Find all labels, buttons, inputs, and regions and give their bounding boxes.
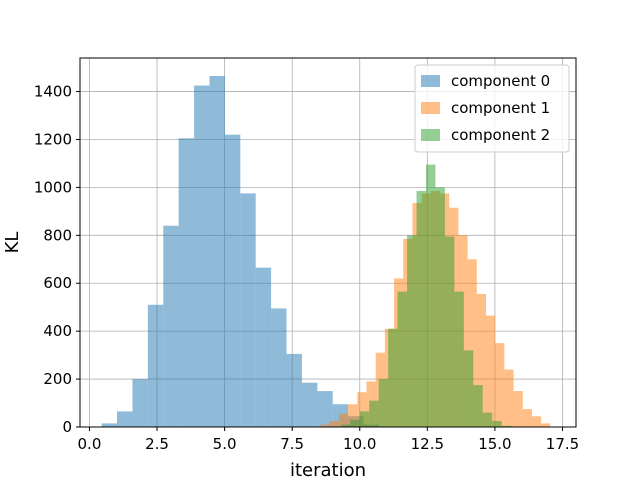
x-tick-label: 5.0 (213, 435, 237, 453)
histogram-bar (369, 400, 379, 427)
y-tick-label: 1000 (34, 178, 72, 196)
legend-swatch (421, 75, 440, 87)
legend: component 0 component 1 component 2 (414, 64, 570, 153)
histogram-bar (504, 369, 514, 427)
series-2-bars (340, 164, 512, 427)
y-tick-label: 1200 (34, 130, 72, 148)
y-tick-label: 400 (43, 322, 72, 340)
histogram-bar (117, 411, 133, 427)
histogram-bar (531, 416, 542, 427)
histogram-bar (495, 343, 505, 427)
histogram-bar (340, 424, 351, 427)
histogram-bar (350, 419, 360, 427)
histogram-bar (132, 379, 148, 427)
histogram-bar (407, 235, 417, 427)
histogram-bar (255, 267, 272, 427)
y-tick-label: 600 (43, 274, 72, 292)
histogram-bar (320, 424, 330, 427)
histogram-bar (397, 291, 408, 427)
histogram-bar (224, 134, 241, 427)
histogram-bar (209, 75, 225, 428)
histogram-bar (147, 304, 164, 427)
y-axis-ticks: 0 200 400 600 800 1000 1200 1400 (34, 83, 80, 436)
histogram-bar (271, 308, 287, 427)
histogram-bar (473, 385, 483, 427)
histogram-bar (359, 411, 370, 427)
y-tick-label: 1400 (34, 83, 72, 101)
y-tick-label: 200 (43, 370, 72, 388)
histogram-bar (301, 382, 318, 427)
histogram-bar (317, 391, 333, 427)
histogram-bar (425, 164, 436, 427)
legend-swatch (421, 129, 440, 141)
histogram-bar (194, 85, 210, 428)
x-axis-label: iteration (290, 460, 366, 480)
x-tick-label: 17.5 (546, 435, 579, 453)
x-axis-ticks: 0.0 2.5 5.0 7.5 10.0 12.5 15.0 17.5 (78, 427, 579, 453)
x-tick-label: 2.5 (145, 435, 169, 453)
histogram-bar (435, 187, 445, 427)
y-axis-label: KL (2, 232, 23, 254)
histogram-bar (522, 409, 532, 427)
legend-label: component 2 (451, 126, 550, 144)
histogram-bar (329, 421, 339, 427)
histogram-bar (348, 404, 358, 427)
histogram-bars (101, 75, 551, 428)
histogram-bar (444, 236, 455, 427)
series-0-bars (101, 75, 379, 428)
histogram-bar (357, 392, 367, 427)
histogram-bar (501, 425, 512, 427)
histogram-bar (467, 259, 477, 427)
histogram-bar (178, 138, 195, 428)
histogram-bar (286, 353, 302, 427)
legend-box (414, 64, 570, 153)
x-tick-label: 12.5 (411, 435, 444, 453)
histogram-bar (454, 291, 464, 427)
histogram-bar (378, 379, 389, 427)
plot-frame (79, 57, 577, 428)
histogram-bar (101, 423, 118, 427)
legend-label: component 0 (451, 72, 550, 90)
y-tick-label: 0 (62, 418, 72, 436)
x-tick-label: 0.0 (78, 435, 102, 453)
legend-label: component 1 (451, 99, 550, 117)
histogram-bar (541, 423, 551, 427)
histogram-bar (388, 328, 398, 427)
y-tick-label: 800 (43, 226, 72, 244)
histogram-bar (416, 190, 426, 427)
histogram-bar (492, 421, 502, 427)
x-tick-label: 7.5 (280, 435, 304, 453)
legend-swatch (421, 102, 440, 114)
x-tick-label: 15.0 (478, 435, 511, 453)
histogram-bar (240, 193, 256, 427)
histogram-bar (485, 315, 496, 427)
histogram-bar (463, 350, 474, 427)
histogram-bar (513, 391, 523, 427)
histogram-bar (482, 412, 493, 427)
x-tick-label: 10.0 (343, 435, 376, 453)
histogram-bar (476, 294, 486, 427)
histogram-bar (338, 413, 349, 427)
histogram-bar (163, 225, 179, 427)
